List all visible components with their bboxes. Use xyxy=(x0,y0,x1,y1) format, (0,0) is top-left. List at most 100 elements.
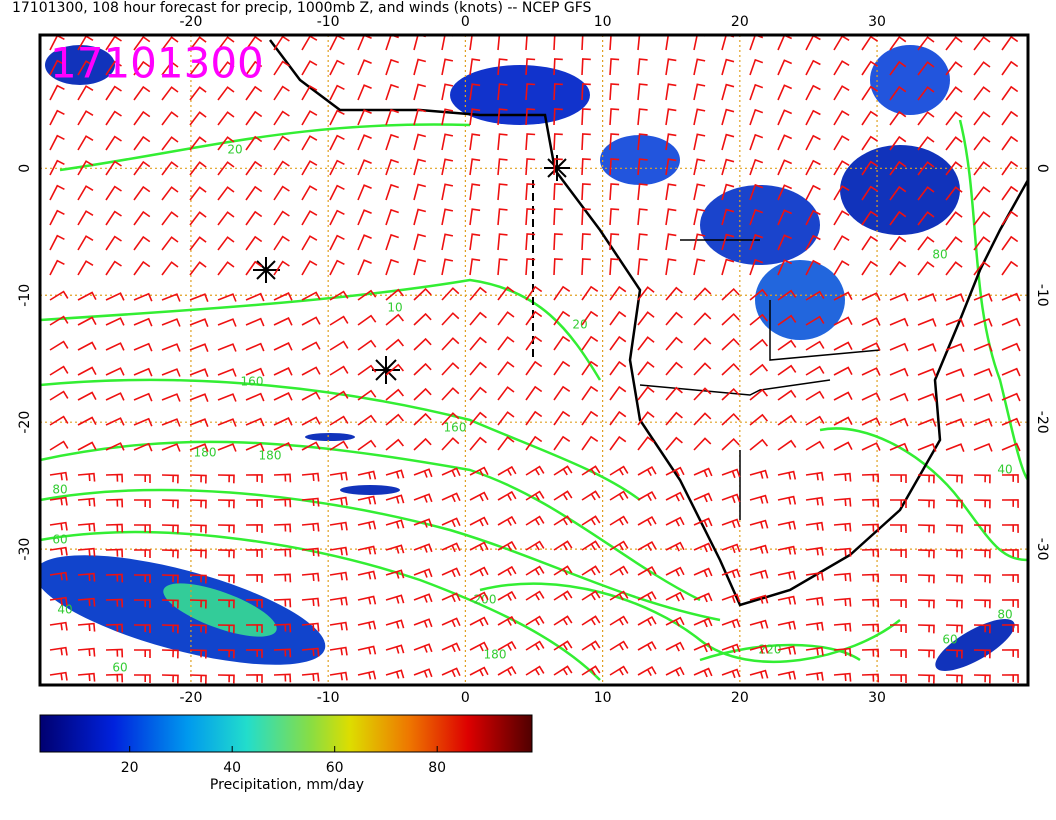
wind-barb xyxy=(497,233,508,251)
wind-barb xyxy=(973,211,991,226)
wind-barb xyxy=(385,58,399,76)
wind-barb xyxy=(665,311,683,326)
wind-barb xyxy=(581,335,599,351)
wind-barb xyxy=(861,60,878,76)
wind-barb xyxy=(385,183,399,201)
wind-barb xyxy=(609,385,627,401)
wind-barb xyxy=(917,674,935,684)
colorbar xyxy=(39,714,533,753)
wind-barb xyxy=(77,647,96,657)
wind-barb xyxy=(49,546,68,556)
wind-barb xyxy=(693,592,713,603)
wind-barb xyxy=(357,84,372,101)
wind-barb xyxy=(749,58,764,76)
wind-barb xyxy=(189,318,209,327)
wind-barb xyxy=(833,35,850,51)
wind-barb xyxy=(581,515,601,526)
wind-barb xyxy=(665,58,677,76)
wind-barb xyxy=(469,666,489,677)
lon-label-bottom: 30 xyxy=(868,690,886,706)
wind-barb xyxy=(77,160,94,176)
wind-barb xyxy=(497,515,517,526)
wind-barb xyxy=(301,210,318,226)
wind-barb xyxy=(777,670,797,680)
wind-barb xyxy=(245,524,263,533)
wind-barb xyxy=(553,108,563,126)
wind-barb xyxy=(49,415,69,426)
wind-barb xyxy=(553,183,563,201)
wind-barb xyxy=(189,111,207,126)
wind-barb xyxy=(413,568,433,578)
wind-barb xyxy=(105,260,122,276)
wind-barb xyxy=(777,495,797,505)
wind-barb xyxy=(301,160,318,176)
wind-barb xyxy=(917,418,937,427)
wind-barb xyxy=(581,540,601,551)
wind-barb xyxy=(637,591,657,601)
wind-barb xyxy=(217,443,237,452)
wind-barb xyxy=(441,133,454,151)
wind-barb xyxy=(469,208,481,226)
wind-barb xyxy=(301,341,321,351)
wind-barb xyxy=(805,315,825,326)
wind-barb xyxy=(609,360,627,376)
wind-barb xyxy=(77,135,94,151)
wind-barb xyxy=(890,599,907,608)
wind-barb xyxy=(973,574,991,584)
wind-barb xyxy=(553,465,573,476)
wind-barb xyxy=(581,158,591,176)
wind-barb xyxy=(581,310,599,326)
wind-barb xyxy=(77,441,97,451)
wind-barb xyxy=(245,135,263,151)
wind-barb xyxy=(217,649,235,659)
wind-barb xyxy=(497,615,517,626)
wind-barb xyxy=(637,541,657,551)
wind-barb xyxy=(1001,524,1019,533)
wind-barb xyxy=(945,624,963,634)
wind-barb xyxy=(917,599,935,609)
wind-barb xyxy=(805,134,821,151)
wind-barb xyxy=(469,311,487,326)
wind-barb xyxy=(805,496,824,506)
wind-barb xyxy=(973,36,991,51)
wind-barb xyxy=(861,235,878,251)
lat-label-right: -20 xyxy=(1034,411,1050,434)
wind-barb xyxy=(609,83,620,101)
wind-barb xyxy=(945,418,965,427)
wind-barb xyxy=(469,286,487,301)
wind-barb xyxy=(245,442,265,452)
colorbar-tick-label: 60 xyxy=(326,760,344,776)
wind-barb xyxy=(973,111,991,126)
wind-barb xyxy=(945,599,963,609)
wind-barb xyxy=(637,158,648,176)
wind-barb xyxy=(693,108,706,126)
wind-barb xyxy=(637,258,648,276)
wind-barb xyxy=(441,492,461,503)
wind-barb xyxy=(105,417,125,426)
wind-barbs xyxy=(49,35,1021,684)
wind-barb xyxy=(553,590,573,601)
wind-barb xyxy=(133,367,153,377)
wind-barb xyxy=(217,186,235,201)
wind-barb xyxy=(273,135,290,151)
wind-barb xyxy=(189,293,209,302)
date-stamp: 17101300 xyxy=(50,39,264,88)
wind-barb xyxy=(777,520,797,530)
wind-barb xyxy=(77,366,97,376)
wind-barb xyxy=(469,83,481,101)
wind-barb xyxy=(945,368,965,377)
wind-barb xyxy=(833,235,850,251)
wind-barb xyxy=(1001,367,1021,377)
wind-barb xyxy=(805,184,821,201)
wind-barb xyxy=(833,416,853,426)
wind-barb xyxy=(273,260,290,276)
wind-barb xyxy=(973,417,993,427)
wind-barb xyxy=(1001,185,1019,201)
wind-barb xyxy=(469,436,487,451)
wind-barb xyxy=(861,573,880,583)
wind-barb xyxy=(861,160,878,176)
wind-barb xyxy=(693,467,713,478)
wind-barb xyxy=(217,393,237,402)
wind-barb xyxy=(1001,135,1019,151)
wind-barb xyxy=(973,342,993,352)
